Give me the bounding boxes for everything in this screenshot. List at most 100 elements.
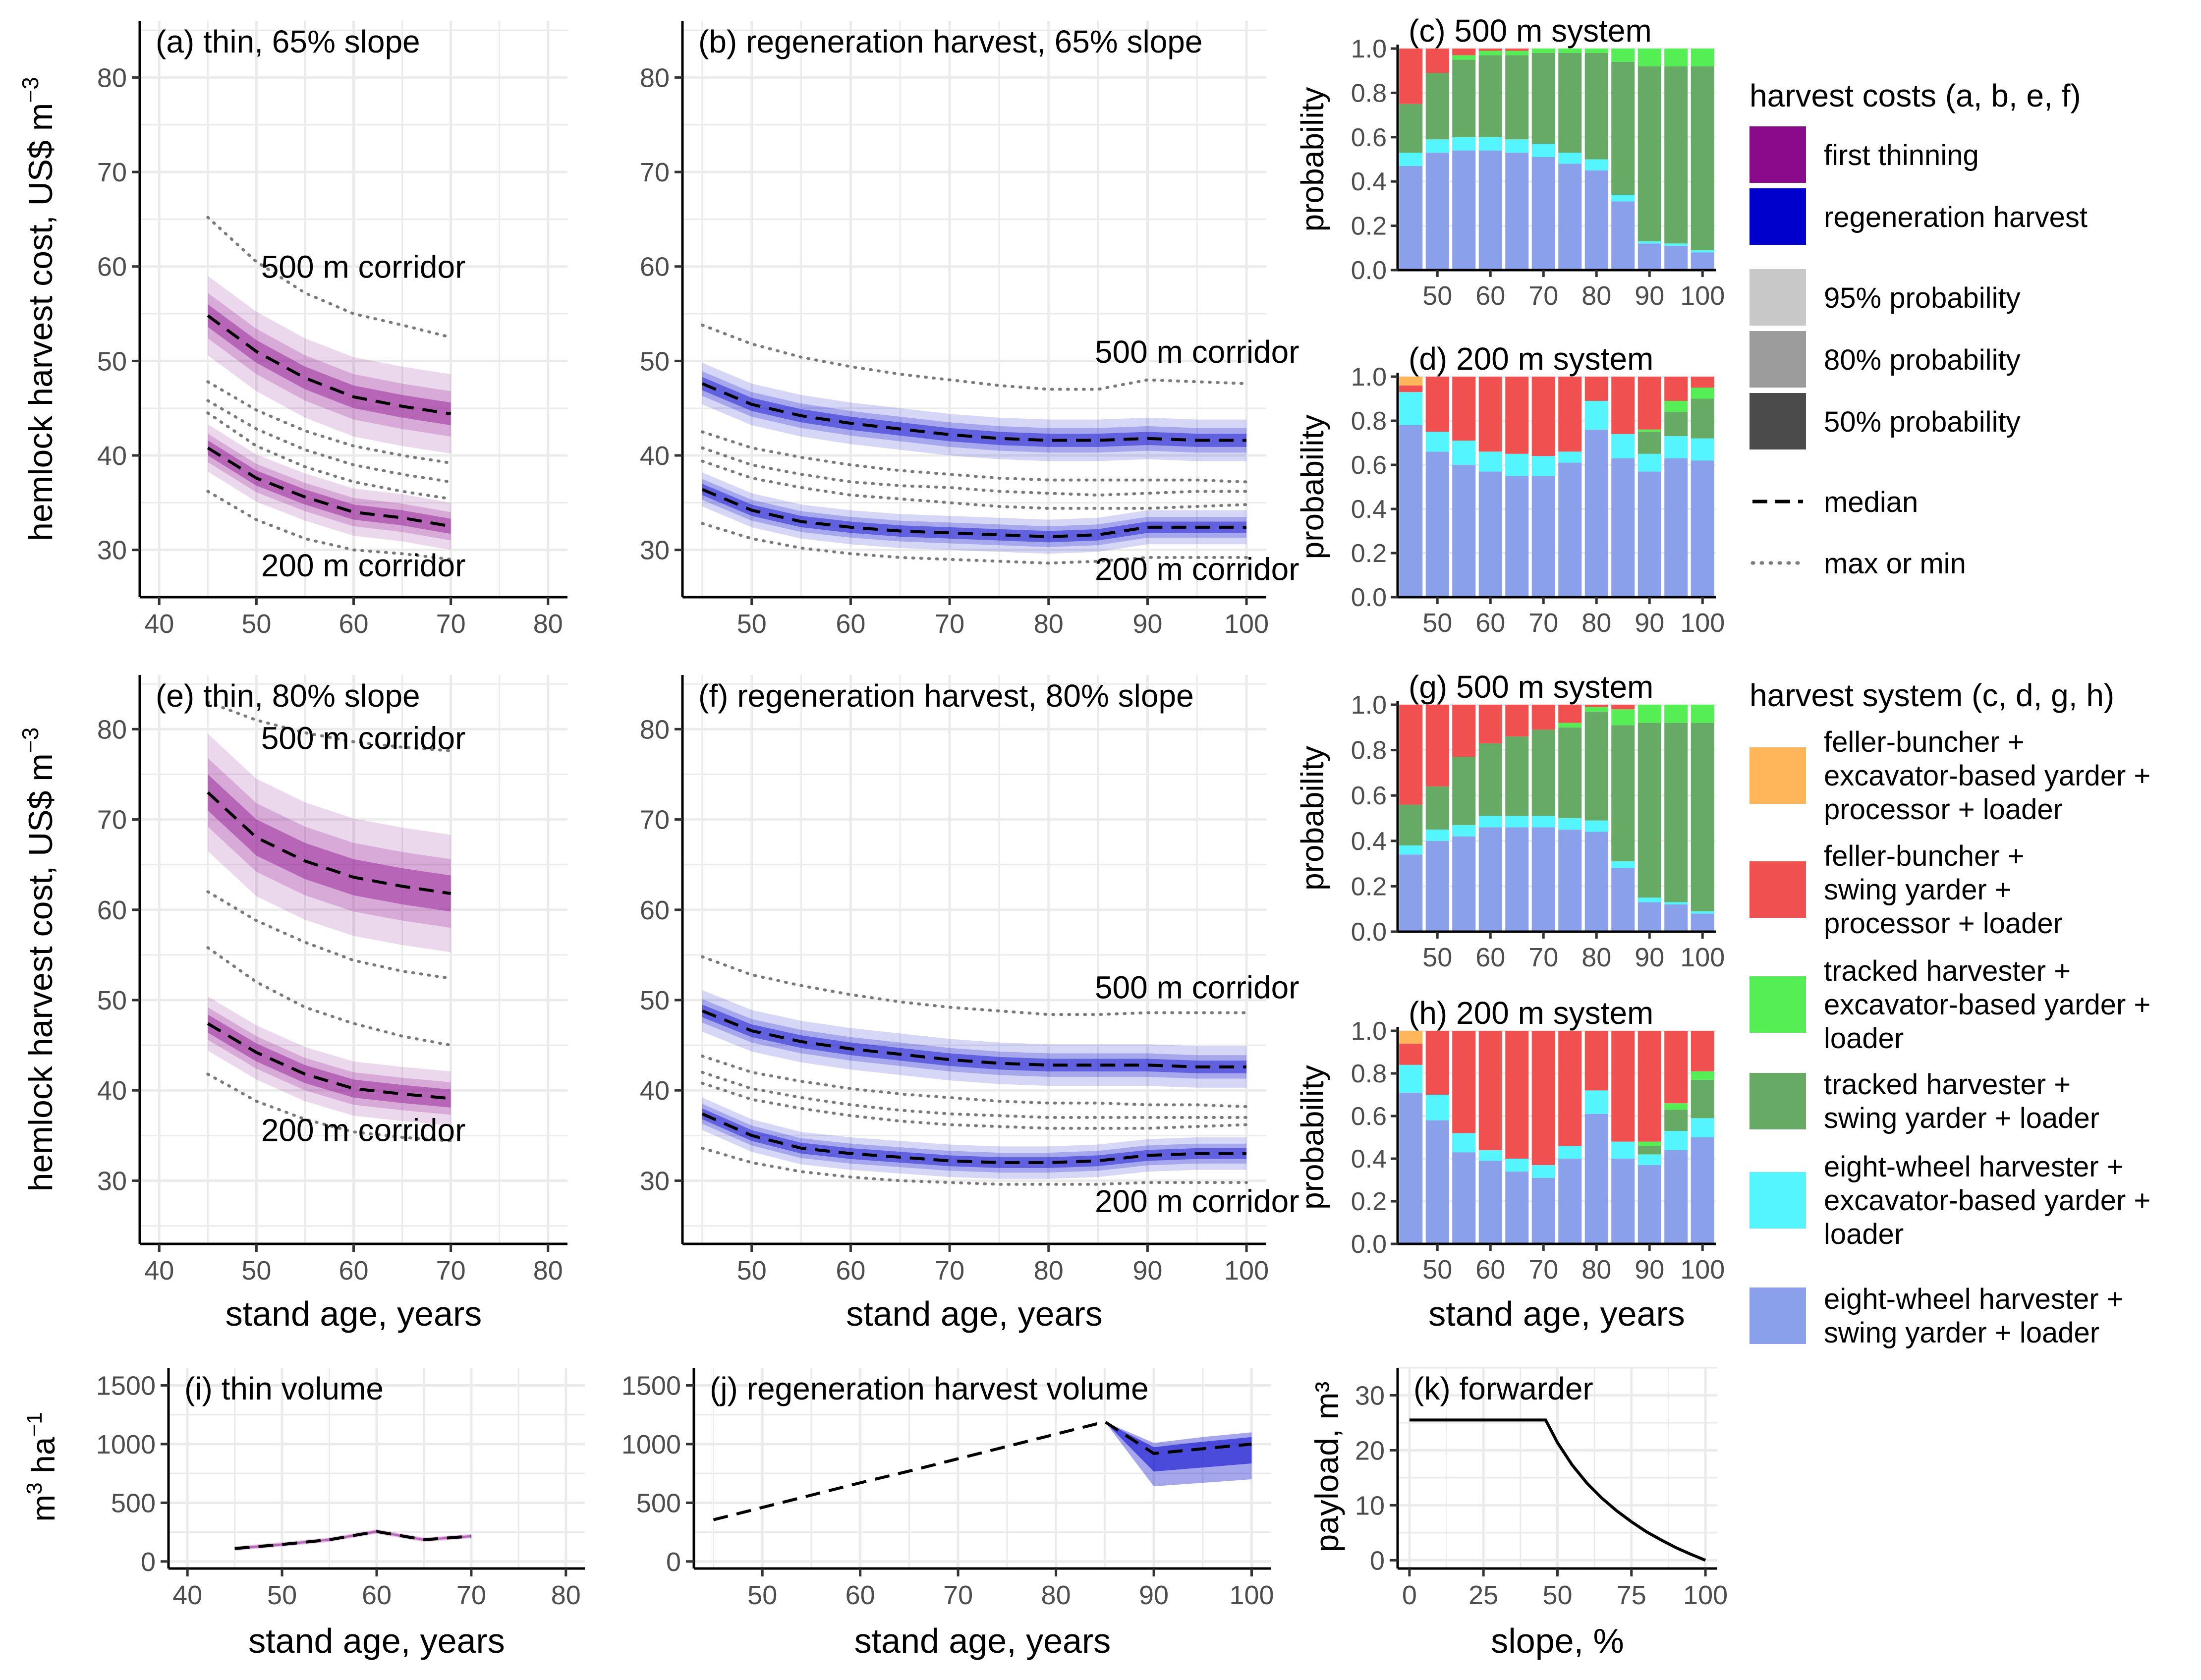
ribbon-80-series-0 xyxy=(702,999,1247,1079)
bar-segment-45-sys5 xyxy=(1399,705,1423,805)
panel-title: (c) 500 m system xyxy=(1409,13,1652,49)
bar-segment-90-sys4 xyxy=(1637,705,1661,723)
bar-segment-90-sys1 xyxy=(1637,243,1661,270)
x-tick-label: 70 xyxy=(1528,1255,1558,1285)
bar-segment-95-sys2 xyxy=(1664,243,1688,246)
maxmin-line-1 xyxy=(700,1054,1248,1109)
bar-segment-100-sys1 xyxy=(1691,913,1714,932)
x-tick-label: 70 xyxy=(935,1256,964,1286)
bar-segment-90-sys3 xyxy=(1637,432,1661,454)
bar-segment-100-sys4 xyxy=(1691,705,1714,723)
bar-segment-45-sys1 xyxy=(1399,1092,1423,1244)
bar-segment-85-sys4 xyxy=(1611,709,1635,726)
y-tick-label: 0.4 xyxy=(1351,1145,1387,1174)
x-tick-label: 100 xyxy=(1224,609,1269,639)
bar-segment-85-sys4 xyxy=(1611,49,1635,62)
x-tick-label: 50 xyxy=(267,1580,297,1610)
y-tick-label: 80 xyxy=(97,63,127,93)
panel-e: 500 m corridor 200 m corridor 40 50 60 70 80 30… xyxy=(97,675,567,1286)
bar-segment-65-sys5 xyxy=(1505,377,1529,454)
bar-segment-90-sys3 xyxy=(1637,1146,1661,1155)
bar-segment-90-sys2 xyxy=(1637,453,1661,472)
maxmin-line-1 xyxy=(700,430,1248,484)
y-tick-label: 0.4 xyxy=(1351,827,1387,856)
maxmin-line-2 xyxy=(206,946,452,1047)
bar-segment-95-sys5 xyxy=(1664,377,1688,401)
y-tick-label: 70 xyxy=(640,805,670,835)
y-tick-label: 70 xyxy=(97,805,127,835)
bar-segment-55-sys3 xyxy=(1452,59,1476,137)
ribbon-95-series-0 xyxy=(234,1529,471,1551)
y-tick-label: 1000 xyxy=(621,1430,681,1459)
bar-segment-80-sys1 xyxy=(1584,429,1608,597)
x-tick-label: 50 xyxy=(737,609,767,639)
ribbon-50-series-0 xyxy=(702,377,1247,447)
bar-segment-95-sys2 xyxy=(1664,436,1688,458)
y-axis-title-superscript: −3 xyxy=(17,77,43,103)
bar-segment-95-sys5 xyxy=(1664,1031,1688,1104)
bar-segment-75-sys2 xyxy=(1558,1146,1582,1159)
bar-segment-65-sys5 xyxy=(1505,49,1529,51)
y-tick-label: 60 xyxy=(640,252,670,282)
legend-key-system-1 xyxy=(1750,747,1806,804)
legend-label-system-2: processor + loader xyxy=(1824,907,2063,940)
x-tick-label: 90 xyxy=(1635,608,1664,638)
bar-segment-85-sys2 xyxy=(1611,1141,1635,1159)
panel-f: 500 m corridor 200 m corridor 50 60 70 80 90 10… xyxy=(640,675,1299,1286)
maxmin-line-0 xyxy=(206,216,452,339)
bar-segment-100-sys4 xyxy=(1691,1071,1714,1080)
bar-segment-75-sys5 xyxy=(1558,705,1582,723)
legend-label-system-5: loader xyxy=(1824,1218,1904,1250)
bar-segment-60-sys3 xyxy=(1478,55,1502,137)
maxmin-line-2 xyxy=(700,446,1248,497)
y-axis-title-cost: hemlock harvest cost, US$ m−3 xyxy=(17,77,59,541)
bar-segment-55-sys2 xyxy=(1452,825,1476,837)
bar-segment-95-sys3 xyxy=(1664,66,1688,244)
maxmin-line-0 xyxy=(206,700,452,753)
maxmin-line-4 xyxy=(206,490,452,561)
bar-segment-80-sys3 xyxy=(1584,53,1608,160)
bar-segment-90-sys5 xyxy=(1637,1031,1661,1142)
x-tick-label: 80 xyxy=(1581,943,1611,972)
bar-segment-100-sys3 xyxy=(1691,1079,1714,1119)
bar-segment-55-sys1 xyxy=(1452,836,1476,932)
bar-segment-70-sys1 xyxy=(1531,476,1555,597)
y-axis-title-superscript: −3 xyxy=(17,728,43,753)
legend-label-first_thinning: first thinning xyxy=(1824,139,1979,171)
x-tick-label: 70 xyxy=(943,1580,973,1610)
y-tick-label: 500 xyxy=(111,1488,156,1518)
bar-segment-55-sys1 xyxy=(1452,1152,1476,1244)
ribbon-95-series-0 xyxy=(702,363,1247,461)
y-tick-label: 70 xyxy=(640,158,670,187)
bar-segment-75-sys1 xyxy=(1558,462,1582,597)
x-tick-label: 60 xyxy=(846,1580,875,1610)
y-axis-title: probability xyxy=(1295,746,1330,891)
bar-segment-75-sys5 xyxy=(1558,377,1582,452)
x-tick-label: 100 xyxy=(1229,1580,1274,1610)
bar-segment-75-sys3 xyxy=(1558,727,1582,818)
x-axis-title-k: slope, % xyxy=(1491,1622,1624,1660)
legend-costs-title: harvest costs (a, b, e, f) xyxy=(1750,78,2081,113)
bar-segment-95-sys1 xyxy=(1664,1150,1688,1244)
x-tick-label: 90 xyxy=(1635,1255,1664,1285)
y-tick-label: 80 xyxy=(640,63,670,93)
bar-segment-100-sys3 xyxy=(1691,398,1714,439)
ribbon-50-series-0 xyxy=(208,304,451,426)
y-tick-label: 0.8 xyxy=(1351,736,1387,765)
bar-segment-70-sys2 xyxy=(1531,456,1555,476)
y-axis-title-text: hemlock harvest cost, US$ m xyxy=(22,753,59,1191)
gridlines-j xyxy=(694,1368,1271,1568)
x-tick-label: 100 xyxy=(1224,1256,1269,1286)
x-tick-label: 70 xyxy=(1528,943,1558,972)
ribbon-50-series-1 xyxy=(208,1014,451,1108)
x-tick-label: 50 xyxy=(1422,943,1452,972)
bar-segment-60-sys4 xyxy=(1478,51,1502,56)
legend-key-first-thinning xyxy=(1750,126,1806,183)
panel-title: (e) thin, 80% slope xyxy=(156,678,420,714)
y-tick-label: 0.0 xyxy=(1351,918,1387,947)
bar-segment-65-sys2 xyxy=(1505,1159,1529,1172)
bar-segment-50-sys5 xyxy=(1425,377,1449,432)
y-tick-label: 40 xyxy=(97,1076,127,1106)
panel-title: (b) regeneration harvest, 65% slope xyxy=(698,24,1202,59)
median-line-0 xyxy=(701,382,1247,442)
